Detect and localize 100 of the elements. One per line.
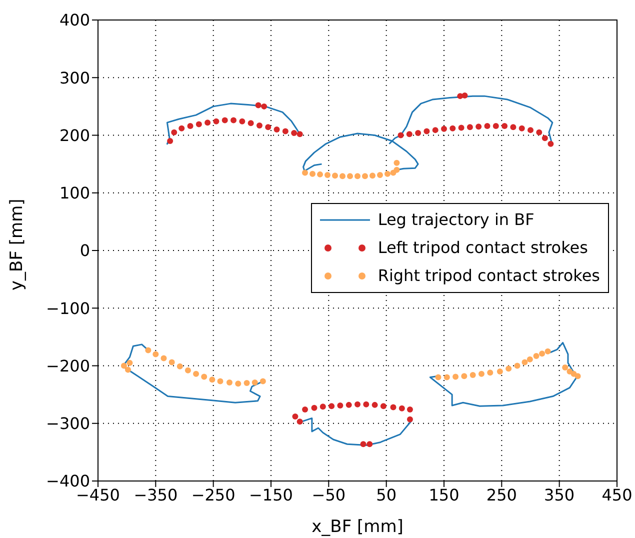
y-tick-label: −100 xyxy=(46,298,90,318)
point xyxy=(510,124,516,130)
point xyxy=(126,360,133,366)
point xyxy=(209,376,216,383)
point xyxy=(394,166,400,173)
point xyxy=(239,118,246,124)
point xyxy=(487,370,494,376)
point xyxy=(120,362,127,369)
point xyxy=(502,123,508,130)
legend-label: Right tripod contact strokes xyxy=(378,265,600,287)
point xyxy=(320,404,326,410)
point xyxy=(542,135,548,142)
point xyxy=(441,126,447,132)
point xyxy=(562,364,568,370)
point xyxy=(317,171,324,178)
y-axis-title: y_BF [mm] xyxy=(7,198,28,290)
point xyxy=(176,363,183,370)
point xyxy=(230,117,237,124)
point xyxy=(544,348,551,354)
point xyxy=(310,170,316,177)
legend-label: Left tripod contact strokes xyxy=(378,237,588,259)
x-tick-label: 350 xyxy=(544,485,575,504)
point xyxy=(217,378,224,384)
x-tick-label: −350 xyxy=(134,485,178,504)
x-tick-label: −250 xyxy=(191,485,236,504)
point xyxy=(226,379,232,386)
y-tick-label: 200 xyxy=(59,126,90,145)
point xyxy=(347,173,354,180)
point xyxy=(346,402,352,408)
point xyxy=(390,404,396,410)
point xyxy=(360,441,366,448)
point xyxy=(255,102,262,108)
point xyxy=(452,374,459,380)
y-tick-label: 100 xyxy=(59,184,90,203)
point xyxy=(432,127,438,134)
point xyxy=(296,131,303,138)
point xyxy=(204,120,211,126)
point xyxy=(248,120,254,126)
x-axis-title: x_BF [mm] xyxy=(312,517,404,537)
point xyxy=(444,374,450,380)
point xyxy=(160,355,167,362)
point xyxy=(536,129,542,136)
point xyxy=(406,406,413,413)
y-tick-label: −400 xyxy=(46,472,90,491)
point xyxy=(506,366,512,372)
x-tick-label: 50 xyxy=(376,485,397,504)
point xyxy=(291,130,298,136)
point xyxy=(292,413,298,420)
point xyxy=(152,351,159,358)
point xyxy=(394,160,400,166)
y-tick-label: −200 xyxy=(46,356,90,376)
point xyxy=(124,366,131,373)
point xyxy=(376,172,383,178)
y-tick-label: 300 xyxy=(59,68,90,88)
point xyxy=(539,350,546,357)
point xyxy=(548,140,554,147)
point xyxy=(533,352,540,359)
point xyxy=(450,125,456,132)
point xyxy=(574,373,581,380)
point xyxy=(193,370,200,377)
x-tick-label: 250 xyxy=(486,485,517,504)
point xyxy=(168,359,175,366)
point xyxy=(492,123,499,130)
point xyxy=(384,170,390,177)
point xyxy=(518,125,525,132)
point xyxy=(526,356,533,362)
point xyxy=(406,131,412,138)
point xyxy=(462,92,468,98)
point xyxy=(363,401,370,408)
point xyxy=(235,380,242,387)
point xyxy=(145,347,152,354)
point xyxy=(201,374,208,380)
point xyxy=(466,124,473,130)
point xyxy=(328,403,335,410)
point xyxy=(274,126,280,132)
point xyxy=(332,172,338,179)
point xyxy=(366,441,373,448)
point xyxy=(261,103,268,110)
point xyxy=(213,118,220,124)
point xyxy=(302,406,308,413)
y-tick-label: 0 xyxy=(80,241,90,260)
point xyxy=(311,404,318,411)
point xyxy=(496,368,503,375)
point xyxy=(296,418,303,425)
point xyxy=(372,402,378,408)
point xyxy=(514,362,520,369)
point xyxy=(478,370,484,377)
y-tick-label: −300 xyxy=(46,414,90,434)
point xyxy=(476,124,482,130)
point xyxy=(302,170,308,176)
point xyxy=(265,124,272,130)
y-tick-label: 400 xyxy=(59,10,90,30)
point xyxy=(398,405,405,412)
x-tick-label: 450 xyxy=(602,485,632,504)
point xyxy=(354,401,360,408)
point xyxy=(252,379,258,386)
point xyxy=(187,123,194,130)
point xyxy=(324,172,331,178)
point xyxy=(184,367,191,374)
point xyxy=(196,121,202,128)
